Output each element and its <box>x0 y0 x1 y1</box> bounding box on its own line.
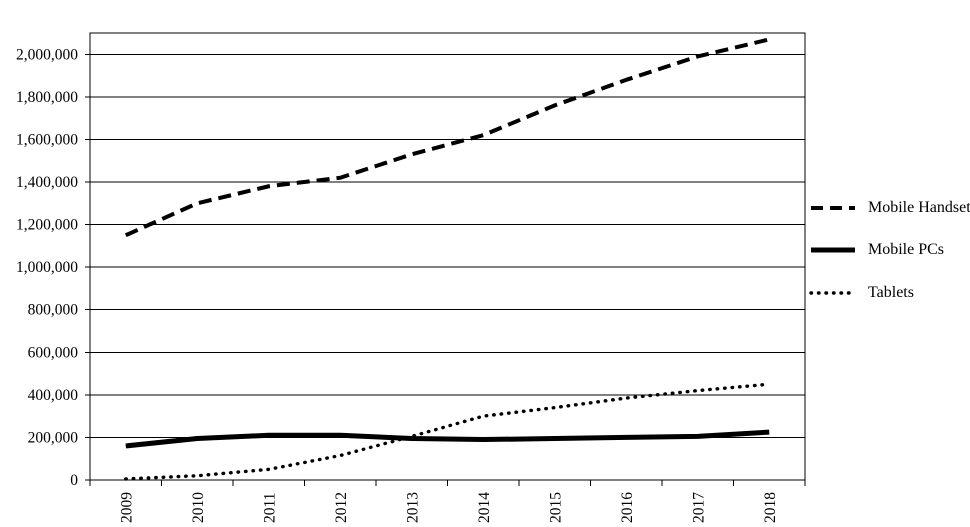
x-axis-label: 2018 <box>762 492 779 523</box>
y-axis-label: 200,000 <box>28 429 79 446</box>
x-axis-label: 2016 <box>619 492 636 523</box>
y-axis-label: 0 <box>70 472 78 489</box>
y-axis-label: 1,600,000 <box>16 131 78 148</box>
x-axis-label: 2009 <box>118 492 135 523</box>
y-axis-label: 400,000 <box>28 387 79 404</box>
y-axis-label: 1,200,000 <box>16 217 78 234</box>
dashed-line-key-icon <box>811 206 855 210</box>
legend: Mobile Handsets Mobile PCs Tablets <box>806 0 970 527</box>
x-axis-label: 2017 <box>690 492 707 523</box>
x-axis-label: 2014 <box>476 492 493 523</box>
legend-label-tablets: Tablets <box>868 284 914 301</box>
legend-item-mobile-handsets: Mobile Handsets <box>806 197 970 219</box>
solid-line-key-icon <box>811 247 855 253</box>
x-axis-label: 2010 <box>190 492 207 523</box>
x-axis-label: 2013 <box>404 492 421 523</box>
plot-frame <box>89 32 806 481</box>
legend-label-mobile-pcs: Mobile PCs <box>868 241 945 258</box>
y-axis-label: 800,000 <box>28 302 79 319</box>
legend-item-mobile-pcs: Mobile PCs <box>806 239 944 261</box>
series-line-mobile-pcs <box>125 429 770 449</box>
y-axis-label: 1,000,000 <box>16 259 78 276</box>
x-axis-label: 2011 <box>261 493 278 523</box>
y-axis-label: 1,400,000 <box>16 174 78 191</box>
legend-label-mobile-handsets: Mobile Handsets <box>868 199 970 216</box>
x-axis-label: 2015 <box>547 492 564 523</box>
series-line-tablets <box>124 382 771 481</box>
x-axis-label: 2012 <box>333 492 350 523</box>
y-axis-label: 1,800,000 <box>16 89 78 106</box>
y-axis-label: 600,000 <box>28 344 79 361</box>
dotted-line-key-icon <box>809 291 857 295</box>
legend-item-tablets: Tablets <box>806 282 914 304</box>
series-line-mobile-handsets <box>124 37 770 238</box>
y-axis-label: 2,000,000 <box>16 46 78 63</box>
